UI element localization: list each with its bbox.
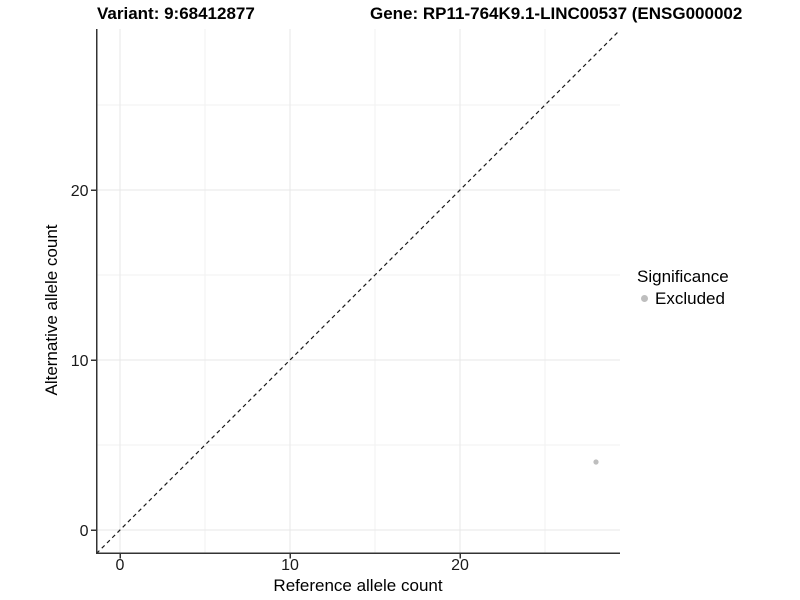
x-tick-label: 10: [281, 557, 299, 574]
legend-entry-label: Excluded: [655, 288, 725, 308]
gene-title: Gene: RP11-764K9.1-LINC00537 (ENSG000002: [370, 4, 743, 23]
identity-dashed-line: [96, 29, 621, 554]
variant-title: Variant: 9:68412877: [97, 4, 255, 23]
legend-entry-excluded: Excluded: [637, 289, 729, 308]
data-point: [593, 459, 599, 465]
legend-title: Significance: [637, 267, 729, 286]
y-tick-label: 10: [71, 353, 89, 370]
y-tick-label: 0: [80, 523, 89, 540]
x-axis-title: Reference allele count: [273, 576, 443, 595]
legend: Significance Excluded: [637, 266, 729, 308]
y-tick-label: 20: [71, 183, 89, 200]
legend-key-dot: [641, 295, 648, 302]
x-tick-label: 0: [116, 557, 125, 574]
x-tick-label: 20: [451, 557, 469, 574]
y-axis-title: Alternative allele count: [42, 224, 61, 396]
